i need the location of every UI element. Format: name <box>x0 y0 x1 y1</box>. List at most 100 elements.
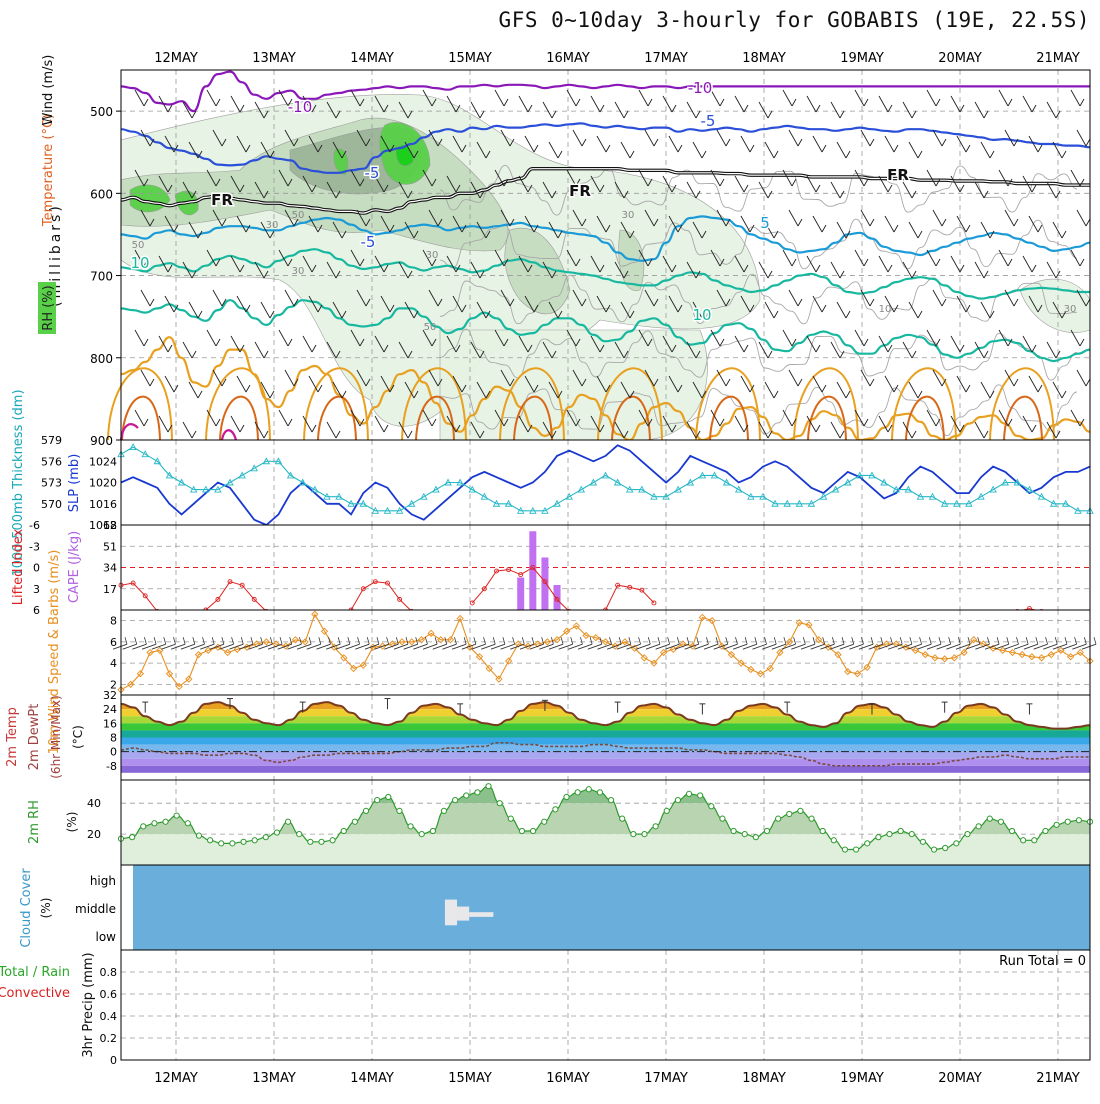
rh-marker <box>1008 827 1016 835</box>
wind-barb-tick <box>1079 178 1085 187</box>
wind-barb-tick <box>599 344 605 353</box>
rh-marker <box>741 830 748 838</box>
wind-barb <box>398 421 409 439</box>
wind-barb <box>446 95 457 113</box>
wind-speed-marker <box>747 665 755 674</box>
upper-air-panel: -10 -10 -5 -5 -5 5 10 10 FR FR FR 50 30 30 50 30 50 30 10 3… <box>38 55 1091 448</box>
li-marker <box>142 593 148 599</box>
wind-barb <box>926 249 937 267</box>
wind-barb <box>590 175 601 193</box>
wind-barb <box>788 209 799 227</box>
wind-speed-marker <box>223 648 232 657</box>
thickness-tick: 579 <box>41 434 62 447</box>
wind-barb-tick <box>479 110 485 119</box>
thickness-marker <box>722 478 731 486</box>
wind-barb <box>350 169 361 187</box>
wind-barb <box>758 101 769 119</box>
wind-barb-tick <box>863 338 869 347</box>
wind-barb <box>710 329 721 347</box>
thickness-axis-label: 1000-500mb Thickness (dm) <box>11 389 26 576</box>
wind-speed-marker <box>233 645 241 653</box>
wind-barb-tick <box>1055 110 1061 119</box>
wind-barb <box>518 335 529 353</box>
temp-axis-label-3: (6hr Min/Max) <box>49 695 63 779</box>
wind-barb-tick <box>527 264 533 273</box>
wind-barb <box>542 181 553 199</box>
wind-barb-tick <box>623 110 629 119</box>
wind-barb <box>908 221 919 239</box>
wind-barb-tick <box>215 418 221 427</box>
surface-wind-barb-tick <box>1083 637 1087 645</box>
date-label-bottom: 18MAY <box>742 1071 786 1086</box>
wind-barb-tick <box>935 418 941 427</box>
wind-barb-tick <box>869 378 875 387</box>
wind-barb-tick <box>677 304 683 313</box>
wind-barb-tick <box>317 384 323 393</box>
wind-barb <box>260 141 271 159</box>
wind-barb-tick <box>767 190 773 199</box>
wind-barb <box>854 409 865 427</box>
wind-tick: 6 <box>110 636 117 649</box>
wind-barb <box>806 95 817 113</box>
rh-marker <box>1042 827 1049 835</box>
surface-wind-barb <box>306 643 321 650</box>
wind-barb <box>974 261 985 279</box>
wind-barb <box>260 301 271 319</box>
thickness-marker <box>1013 478 1022 486</box>
wind-barb-tick <box>317 144 323 153</box>
li-tick: 3 <box>33 583 40 596</box>
wind-barb-tick <box>599 104 605 113</box>
y-tick-label: 900 <box>90 434 113 448</box>
wind-barb-tick <box>383 344 389 353</box>
wind-barb <box>188 141 199 159</box>
surface-wind-barb <box>858 643 874 650</box>
wind-barb <box>302 175 313 193</box>
surface-wind-barb <box>1023 643 1038 650</box>
wind-barb-tick <box>413 310 419 319</box>
run-total-label: Run Total = 0 <box>999 954 1086 969</box>
wind-barb <box>1052 381 1063 399</box>
wind-barb <box>542 101 553 119</box>
wind-barb <box>446 415 457 433</box>
li-axis-label: Lifted Index <box>11 528 26 605</box>
wind-barb <box>686 181 697 199</box>
wind-barb <box>998 89 1009 107</box>
wind-barb-tick <box>431 178 437 187</box>
rh-marker <box>429 827 436 835</box>
li-marker <box>506 567 512 573</box>
wind-barb-tick <box>479 430 485 439</box>
temp-tick: 16 <box>103 717 117 730</box>
wind-speed-marker <box>815 636 823 644</box>
wind-barb <box>470 421 481 439</box>
wind-barb-tick <box>869 298 875 307</box>
wind-barb <box>422 89 433 107</box>
wind-barb-tick <box>623 350 629 359</box>
thickness-marker <box>698 471 707 479</box>
surface-wind-barb <box>752 643 767 650</box>
wind-barb <box>422 329 433 347</box>
wind-barb <box>476 381 487 399</box>
thickness-marker <box>965 499 973 507</box>
date-label-top: 15MAY <box>448 51 492 66</box>
wind-barb-tick <box>287 418 293 427</box>
contour-label: -5 <box>701 112 716 130</box>
wind-barb <box>740 375 751 393</box>
wind-speed-marker <box>824 643 833 651</box>
slp-tick: 1024 <box>89 455 117 468</box>
wind-barb-tick <box>311 424 317 433</box>
surface-wind-barb-tick <box>531 637 535 645</box>
contour-label: 10 <box>879 304 892 315</box>
wind-barb <box>158 95 169 113</box>
wind-barb-tick <box>911 430 917 439</box>
wind-speed-marker <box>621 638 629 646</box>
wind-barb <box>524 375 535 393</box>
precip-panel-bg <box>121 950 1090 1060</box>
wind-barb <box>812 135 823 153</box>
wind-barb <box>260 381 271 399</box>
wind-barb-tick <box>479 270 485 279</box>
thickness-marker <box>928 492 937 500</box>
rh-marker <box>652 823 659 830</box>
wind-speed-marker <box>921 650 929 659</box>
wind-speed-marker <box>601 638 610 646</box>
wind-barb <box>548 301 559 319</box>
